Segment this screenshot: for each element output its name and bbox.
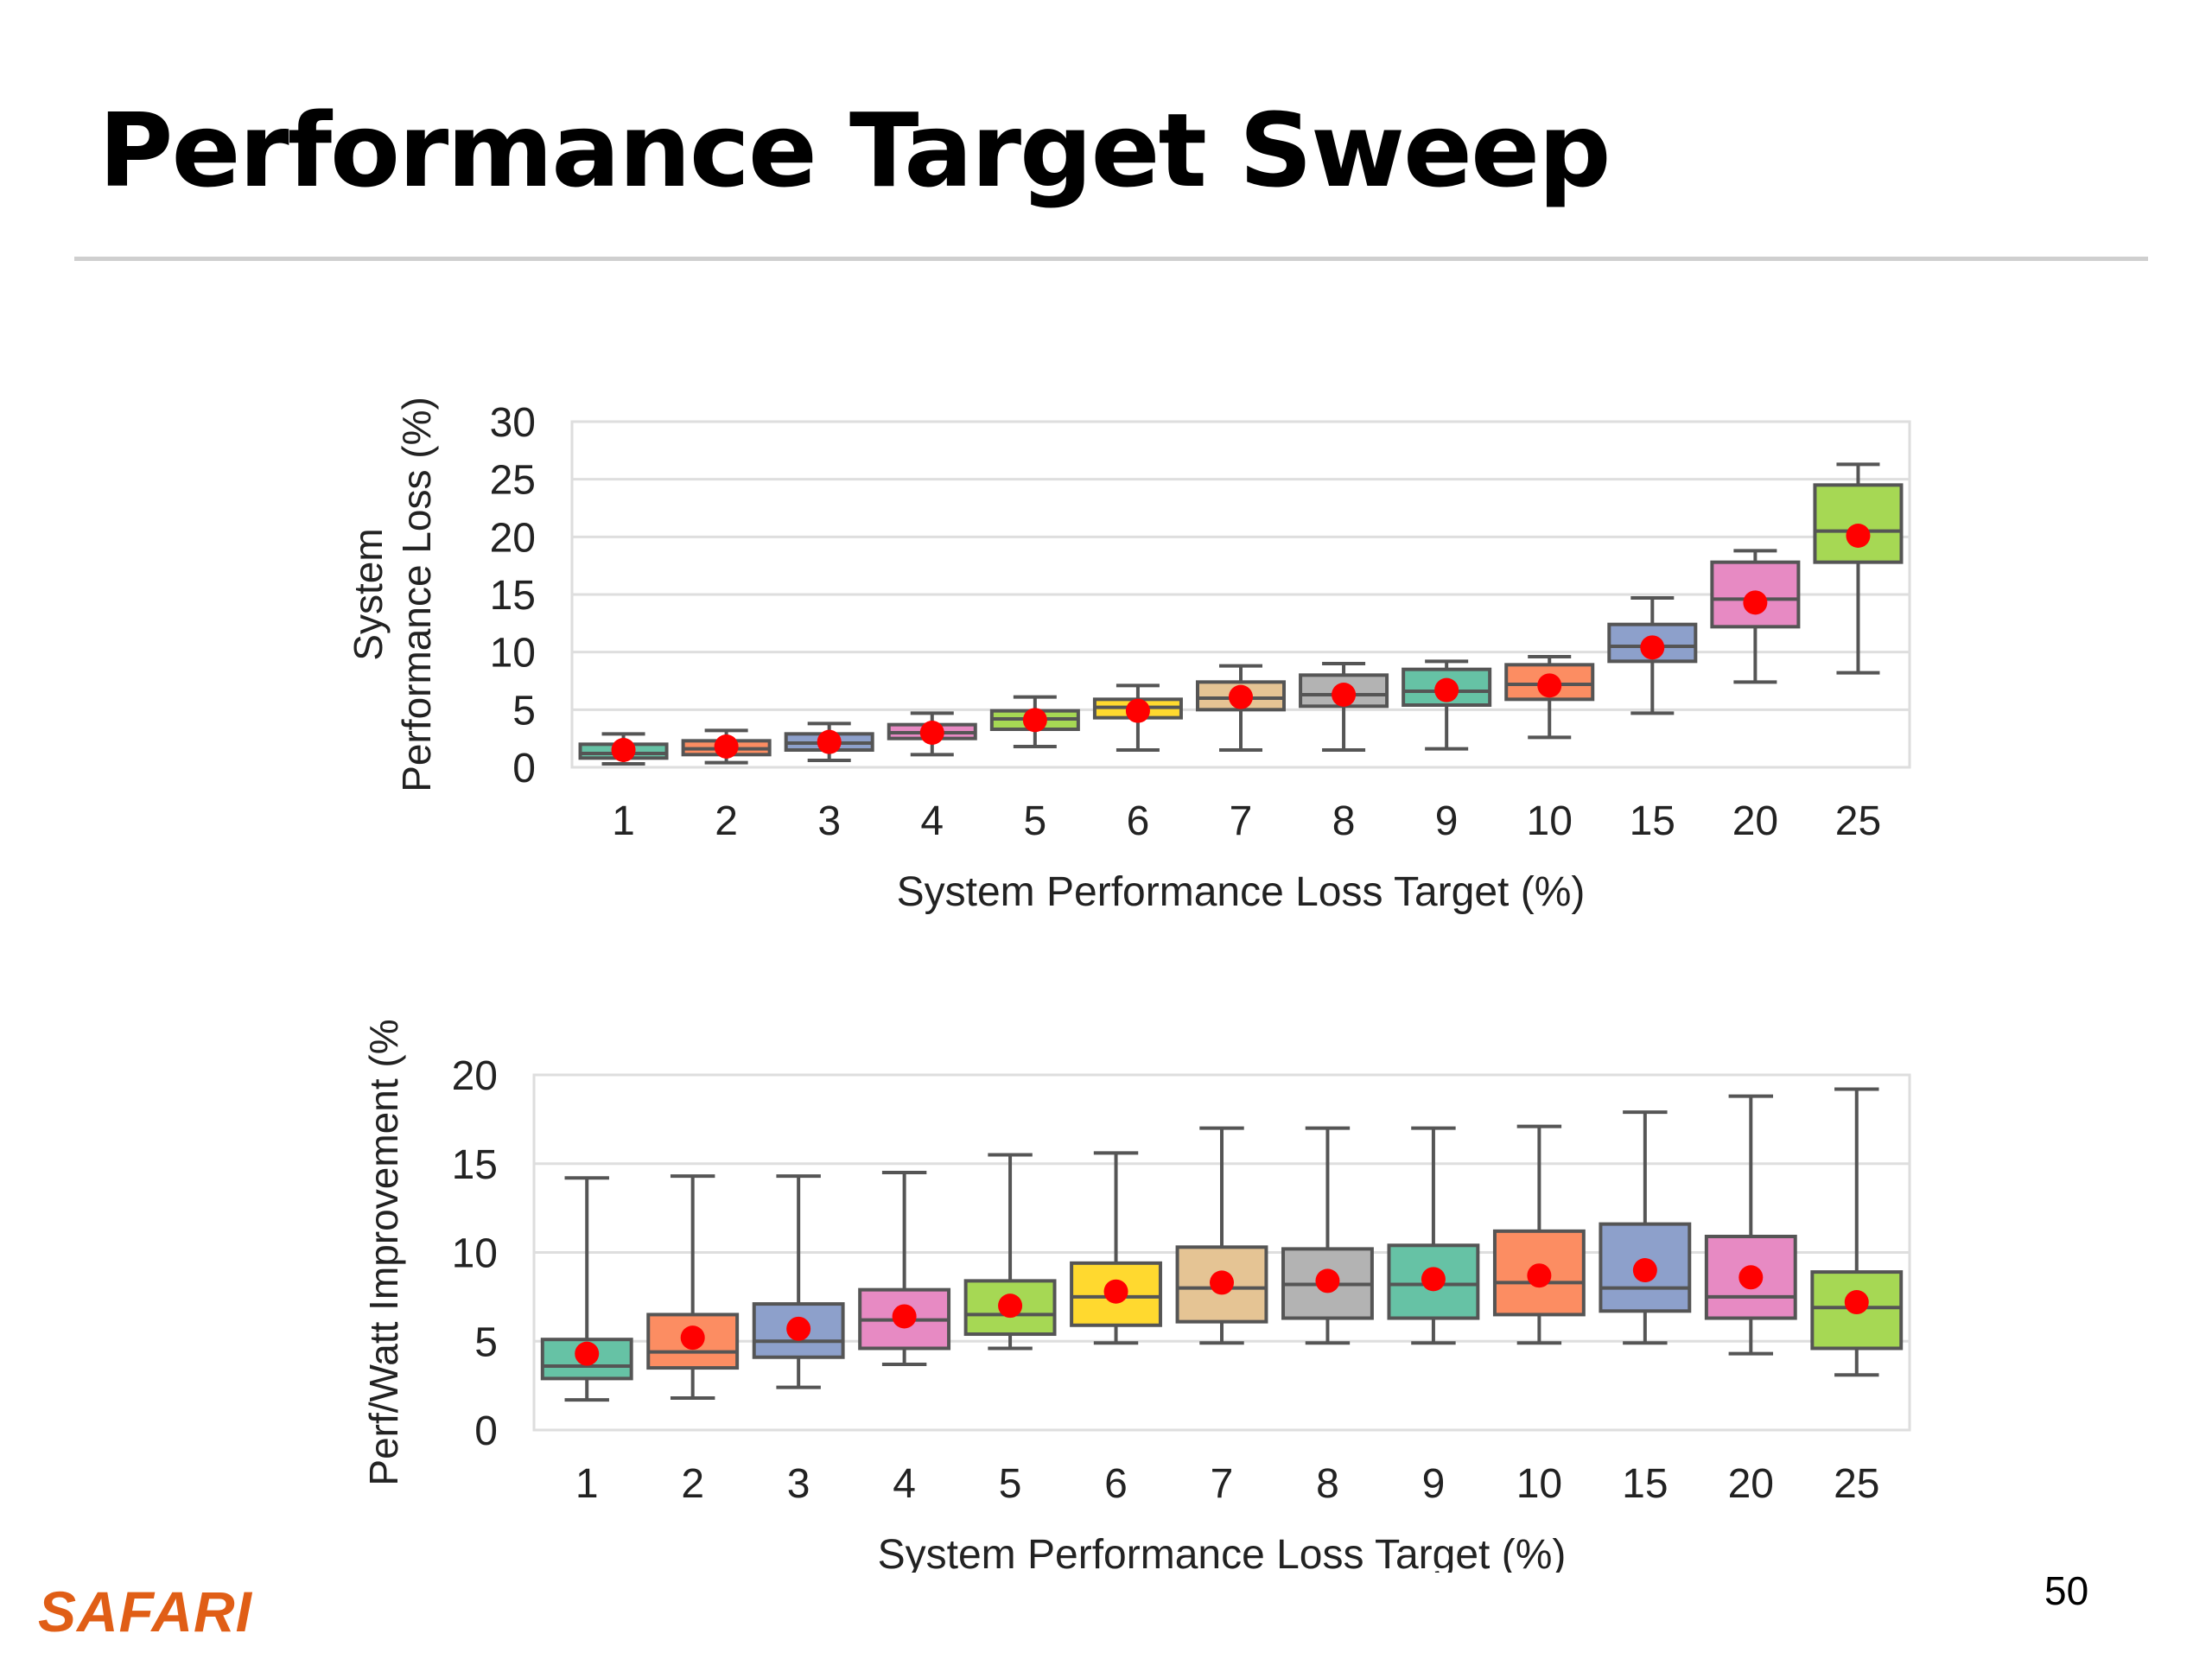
- mean-marker: [714, 734, 739, 759]
- x-tick-label: 5: [999, 1461, 1022, 1507]
- mean-marker: [1844, 1290, 1869, 1315]
- mean-marker: [1315, 1268, 1340, 1294]
- x-tick-label: 6: [1127, 798, 1150, 844]
- mean-marker: [1103, 1279, 1128, 1304]
- y-tick-label: 10: [452, 1231, 498, 1277]
- y-tick-label: 10: [490, 631, 536, 677]
- mean-marker: [1210, 1270, 1234, 1295]
- mean-marker: [575, 1341, 600, 1366]
- x-tick-label: 20: [1728, 1461, 1774, 1507]
- y-tick-label: 0: [512, 746, 536, 791]
- x-tick-label: 7: [1230, 798, 1253, 844]
- box-5: [963, 1279, 1057, 1337]
- y-tick-label: 30: [490, 400, 536, 446]
- x-tick-label: 1: [612, 798, 635, 844]
- y-tick-label: 5: [512, 688, 536, 734]
- x-tick-label: 1: [575, 1461, 599, 1507]
- x-tick-label: 25: [1834, 1461, 1879, 1507]
- box-25: [1813, 483, 1904, 564]
- system-performance-loss-box-plot: 0 5 10 15 20 25 30 1 2 3 4 5 6 7 8 9 10 15 20 25 System Perf…: [346, 397, 1911, 915]
- page-number: 50: [2044, 1568, 2089, 1613]
- y-tick-label: 0: [474, 1408, 498, 1454]
- mean-marker: [817, 729, 842, 754]
- mean-marker: [892, 1304, 917, 1329]
- mean-marker: [680, 1325, 705, 1351]
- x-tick-label: 25: [1835, 798, 1881, 844]
- slide-title: Performance Target Sweep: [99, 91, 1611, 210]
- x-axis-label: System Performance Loss Target (%): [878, 1532, 1567, 1573]
- x-tick-label: 8: [1332, 798, 1356, 844]
- y-tick-label: 20: [452, 1053, 498, 1099]
- x-tick-label: 9: [1422, 1461, 1446, 1507]
- x-tick-label: 8: [1316, 1461, 1339, 1507]
- mean-marker: [1632, 1258, 1657, 1283]
- mean-marker: [1527, 1263, 1552, 1288]
- mean-marker: [1022, 708, 1047, 733]
- box-25: [1810, 1270, 1904, 1351]
- y-tick-label: 15: [490, 573, 536, 619]
- mean-marker: [1640, 635, 1665, 660]
- mean-marker: [1738, 1265, 1764, 1290]
- x-tick-label: 2: [681, 1461, 704, 1507]
- x-tick-label: 15: [1630, 798, 1675, 844]
- mean-marker: [1434, 677, 1459, 702]
- mean-marker: [1537, 673, 1562, 698]
- x-tick-label: 10: [1516, 1461, 1562, 1507]
- x-tick-label: 6: [1104, 1461, 1128, 1507]
- title-divider: [74, 257, 2148, 261]
- mean-marker: [1229, 684, 1253, 709]
- x-axis-label: System Performance Loss Target (%): [897, 869, 1586, 915]
- x-tick-label: 4: [893, 1461, 916, 1507]
- mean-marker: [1743, 590, 1768, 615]
- y-tick-label: 5: [474, 1319, 498, 1365]
- y-tick-label: 25: [490, 458, 536, 504]
- mean-marker: [1421, 1267, 1446, 1292]
- x-tick-label: 9: [1435, 798, 1459, 844]
- x-tick-label: 3: [787, 1461, 810, 1507]
- x-tick-label: 10: [1527, 798, 1573, 844]
- y-tick-label: 20: [490, 515, 536, 561]
- mean-marker: [1846, 524, 1871, 548]
- x-tick-label: 15: [1622, 1461, 1668, 1507]
- mean-marker: [786, 1316, 811, 1341]
- mean-marker: [1332, 683, 1357, 707]
- mean-marker: [998, 1294, 1023, 1319]
- y-axis-label: Perf/Watt Improvement (%: [361, 1019, 406, 1485]
- x-tick-label: 2: [715, 798, 738, 844]
- mean-marker: [919, 721, 944, 745]
- x-tick-label: 4: [920, 798, 944, 844]
- y-axis-label: SystemPerformance Loss (%): [346, 397, 439, 792]
- mean-marker: [611, 738, 636, 762]
- safari-logo: SAFARI: [38, 1580, 253, 1643]
- mean-marker: [1125, 698, 1150, 723]
- y-tick-label: 15: [452, 1142, 498, 1188]
- perf-per-watt-improvement-box-plot: 0 5 10 15 20 1 2 3 4 5 6 7 8 9 10 15 20 25 System Performa…: [361, 1019, 1911, 1573]
- x-tick-label: 5: [1023, 798, 1046, 844]
- x-tick-label: 7: [1211, 1461, 1234, 1507]
- x-tick-label: 20: [1732, 798, 1778, 844]
- x-tick-label: 3: [817, 798, 841, 844]
